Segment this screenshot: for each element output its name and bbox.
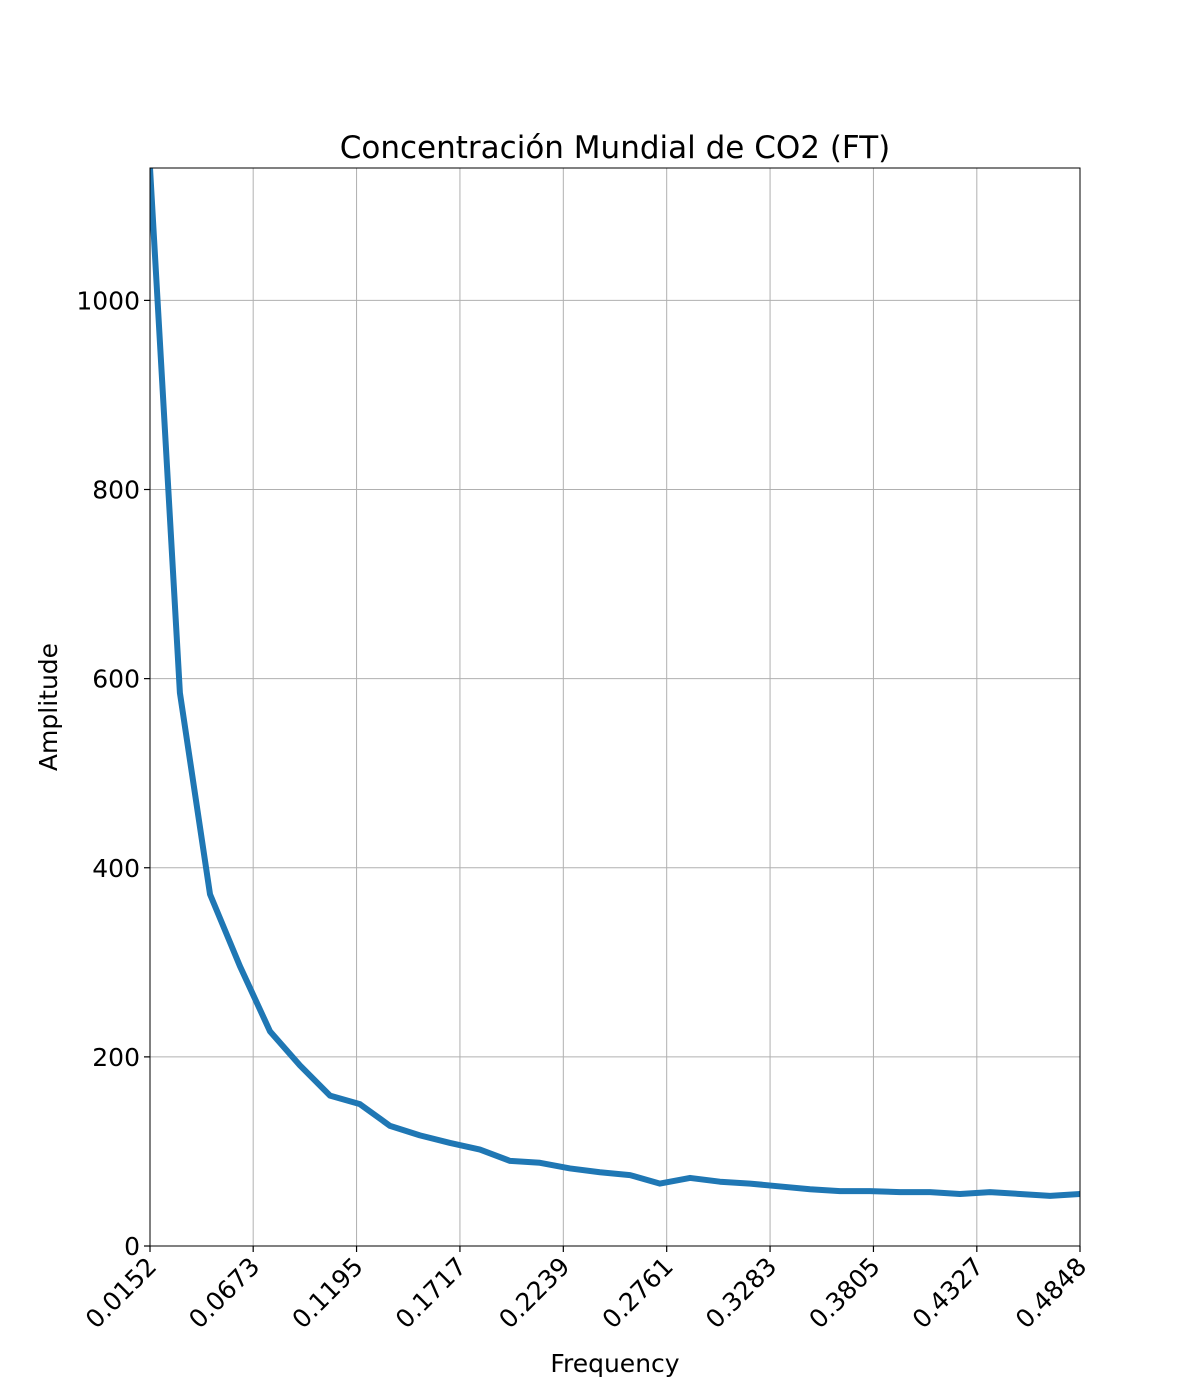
x-tick-label: 0.0673 bbox=[183, 1252, 265, 1334]
x-tick-label: 0.4327 bbox=[907, 1252, 989, 1334]
x-tick-label: 0.2761 bbox=[597, 1252, 679, 1334]
series-line-0 bbox=[150, 168, 1080, 1199]
x-axis-ticks: 0.0152 0.0673 0.1195 0.1717 0.2239 0.2761 0.32… bbox=[80, 1246, 1092, 1334]
x-tick-label: 0.3805 bbox=[803, 1252, 885, 1334]
y-tick-label: 200 bbox=[92, 1043, 140, 1072]
x-tick-label: 0.0152 bbox=[80, 1252, 162, 1334]
y-tick-label: 800 bbox=[92, 476, 140, 505]
y-tick-label: 1000 bbox=[76, 286, 140, 315]
y-tick-label: 600 bbox=[92, 665, 140, 694]
y-axis-label: Amplitude bbox=[34, 643, 63, 771]
x-axis-label: Frequency bbox=[550, 1349, 679, 1378]
y-tick-label: 0 bbox=[124, 1232, 140, 1261]
series-layer bbox=[150, 168, 1080, 1199]
chart-title: Concentración Mundial de CO2 (FT) bbox=[340, 130, 890, 166]
grid bbox=[149, 168, 1081, 1247]
x-tick-label: 0.1195 bbox=[286, 1252, 368, 1334]
y-axis-ticks: 0 200 400 600 800 1000 bbox=[76, 286, 150, 1261]
x-tick-label: 0.2239 bbox=[493, 1252, 575, 1334]
x-tick-label: 0.3283 bbox=[700, 1252, 782, 1334]
x-tick-label: 0.4848 bbox=[1010, 1252, 1092, 1334]
y-tick-label: 400 bbox=[92, 854, 140, 883]
plot-frame bbox=[149, 167, 1081, 1247]
x-tick-label: 0.1717 bbox=[390, 1252, 472, 1334]
